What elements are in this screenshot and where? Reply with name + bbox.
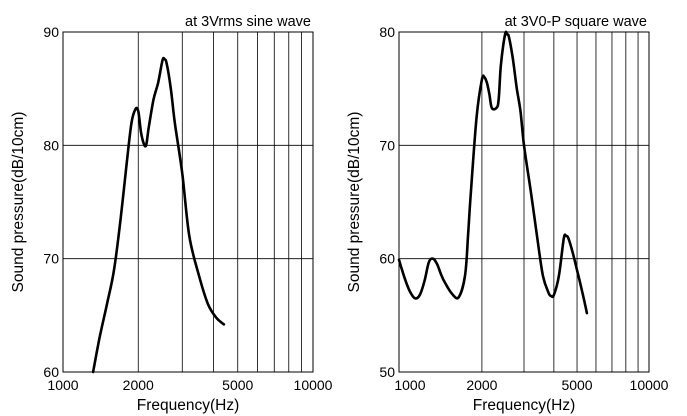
x-tick-label: 5000: [222, 377, 253, 393]
y-axis-label: Sound pressure(dB/10cm): [10, 112, 27, 293]
y-tick-label: 70: [379, 137, 395, 153]
chart-sine-wave: 60 70 80 90 1000 2000 5000 10000 at 3Vrms sine w…: [10, 14, 333, 414]
x-axis-label: Frequency(Hz): [473, 397, 576, 414]
plot-frame: [398, 31, 650, 373]
series-line-0: [91, 56, 226, 374]
x-tick-label: 5000: [561, 377, 592, 393]
x-tick-label: 10000: [294, 377, 333, 393]
x-tick-label: 1000: [394, 377, 425, 393]
y-tick-label: 90: [43, 24, 59, 40]
y-axis-label: Sound pressure(dB/10cm): [346, 112, 363, 293]
x-tick-label: 10000: [630, 377, 669, 393]
x-axis-label: Frequency(Hz): [137, 397, 240, 414]
y-tick-label: 80: [379, 24, 395, 40]
y-tick-label: 50: [379, 364, 395, 380]
y-tick-label: 80: [43, 137, 59, 153]
y-tick-label: 60: [43, 364, 59, 380]
y-tick-label: 60: [379, 251, 395, 267]
x-tick-label: 2000: [466, 377, 497, 393]
chart-square-wave: 50 60 70 80 1000 2000 5000 10000 at 3V0-P square…: [346, 14, 669, 414]
x-tick-label: 2000: [123, 377, 154, 393]
series-line-0: [397, 30, 589, 315]
y-tick-label: 70: [43, 251, 59, 267]
chart-title: at 3Vrms sine wave: [185, 14, 311, 30]
plot-frame: [62, 31, 314, 373]
x-tick-label: 1000: [47, 377, 78, 393]
chart-title: at 3V0-P square wave: [505, 14, 647, 30]
